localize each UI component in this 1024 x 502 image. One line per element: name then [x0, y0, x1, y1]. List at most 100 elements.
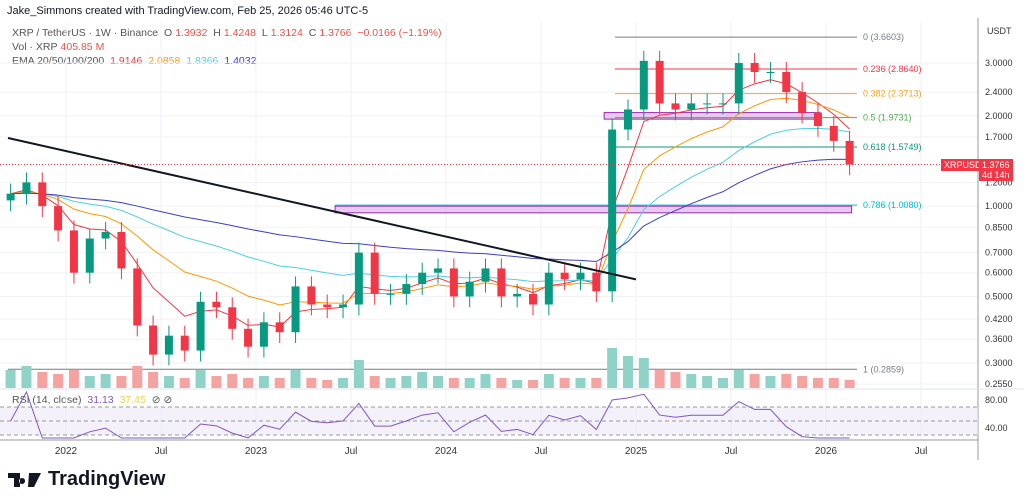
volume-bar [163, 376, 174, 388]
candle [307, 286, 316, 305]
candle [845, 140, 854, 165]
candle [38, 182, 47, 207]
price-tick-label: 0.7000 [985, 248, 1013, 258]
volume-bar [5, 370, 16, 388]
volume-bar [702, 376, 713, 388]
volume-bar [717, 378, 728, 388]
candle [782, 71, 791, 93]
candle [798, 92, 807, 113]
volume-bar [37, 372, 48, 388]
volume-bar [448, 378, 459, 388]
price-tick-label: 0.5000 [985, 291, 1013, 301]
rsi-legend: RSI (14, close) 31.13 37.45 ⊘ ⊘ [12, 394, 173, 406]
close-value: 1.3766 [319, 27, 352, 39]
volume-bar [132, 366, 143, 388]
ema-line [10, 127, 850, 283]
high-value: 1.4248 [223, 27, 256, 39]
candle [576, 272, 585, 280]
last-price-label: 1.3766 4d 14h [979, 159, 1013, 181]
open-value: 1.3932 [175, 27, 208, 39]
tradingview-logo[interactable]: TradingView [8, 468, 165, 491]
volume-bar [116, 376, 127, 388]
price-tick-label: 0.8500 [985, 222, 1013, 232]
fib-level-label: 0.618 (1.5749) [863, 142, 922, 152]
candle [212, 301, 221, 308]
volume-bar [575, 378, 586, 388]
candle [370, 252, 379, 294]
low-value: 1.3124 [270, 27, 303, 39]
ema-legend: EMA 20/50/100/200 1.9146 2.0858 1.8366 1… [12, 55, 257, 67]
price-tick-label: 0.2550 [985, 379, 1013, 389]
time-tick-label: 2022 [55, 446, 78, 457]
fib-level-label: 1 (0.2859) [863, 364, 904, 374]
candle [734, 63, 743, 104]
candle [718, 103, 727, 105]
time-tick-label: 2025 [625, 446, 648, 457]
price-tick-label: 0.6000 [985, 268, 1013, 278]
price-tick-label: 1.7000 [985, 132, 1013, 142]
candle [592, 272, 601, 292]
candle [766, 71, 775, 73]
volume-bar [543, 374, 554, 388]
candle [6, 193, 15, 201]
candle [449, 268, 458, 297]
volume-bar [385, 378, 396, 388]
candle [829, 125, 838, 141]
candle [244, 328, 253, 347]
rsi-band [0, 407, 978, 435]
time-tick-label: Jul [535, 446, 548, 457]
volume-bar [812, 378, 823, 388]
candle [54, 206, 63, 231]
candle [117, 231, 126, 269]
volume-bar [733, 370, 744, 388]
fib-level-label: 0.786 (1.0080) [863, 200, 922, 210]
candle [259, 322, 268, 347]
volume-bar [274, 378, 285, 388]
volume-bar [686, 374, 697, 388]
volume-bar [338, 378, 349, 388]
volume-bar [227, 374, 238, 388]
candle [402, 284, 411, 294]
volume-legend: Vol · XRP 405.85 M [12, 41, 105, 53]
candle [639, 60, 648, 110]
volume-bar [211, 376, 222, 388]
highlight-zone [334, 205, 853, 214]
fib-level-label: 0.236 (2.8640) [863, 64, 922, 74]
highlight-zone [603, 112, 821, 120]
hide-icon[interactable]: ⊘ ⊘ [151, 394, 173, 406]
rsi-tick-label: 40.00 [985, 423, 1008, 433]
candle [196, 301, 205, 351]
volume-bar [100, 374, 111, 388]
candle [149, 325, 158, 355]
price-tick-label: 3.0000 [985, 58, 1013, 68]
volume-bar [306, 378, 317, 388]
price-tick-label: 2.4000 [985, 87, 1013, 97]
candle [85, 238, 94, 273]
volume-bar [322, 380, 333, 388]
candle [101, 231, 110, 239]
volume-bar [670, 372, 681, 388]
candle [687, 103, 696, 110]
volume-bar [654, 370, 665, 388]
candle [655, 60, 664, 104]
volume-bar [53, 374, 64, 388]
chart-credit: Jake_Simmons created with TradingView.co… [7, 5, 369, 17]
volume-bar [512, 380, 523, 388]
volume-bar [195, 370, 206, 388]
volume-bar [243, 378, 254, 388]
ema-line [10, 79, 850, 328]
candle [133, 268, 142, 326]
fib-level-label: 0 (3.6603) [863, 32, 904, 42]
candle [418, 272, 427, 285]
symbol-name[interactable]: XRP / TetherUS · 1W · Binance [12, 27, 159, 39]
ema-line [10, 97, 850, 306]
rsi-tick-label: 80.00 [985, 395, 1008, 405]
price-tick-label: 0.4200 [985, 314, 1013, 324]
price-tick-label: 1.0000 [985, 201, 1013, 211]
rsi-line [10, 390, 850, 439]
volume-bar [84, 376, 95, 388]
candle [323, 304, 332, 308]
volume-bar [290, 370, 301, 388]
